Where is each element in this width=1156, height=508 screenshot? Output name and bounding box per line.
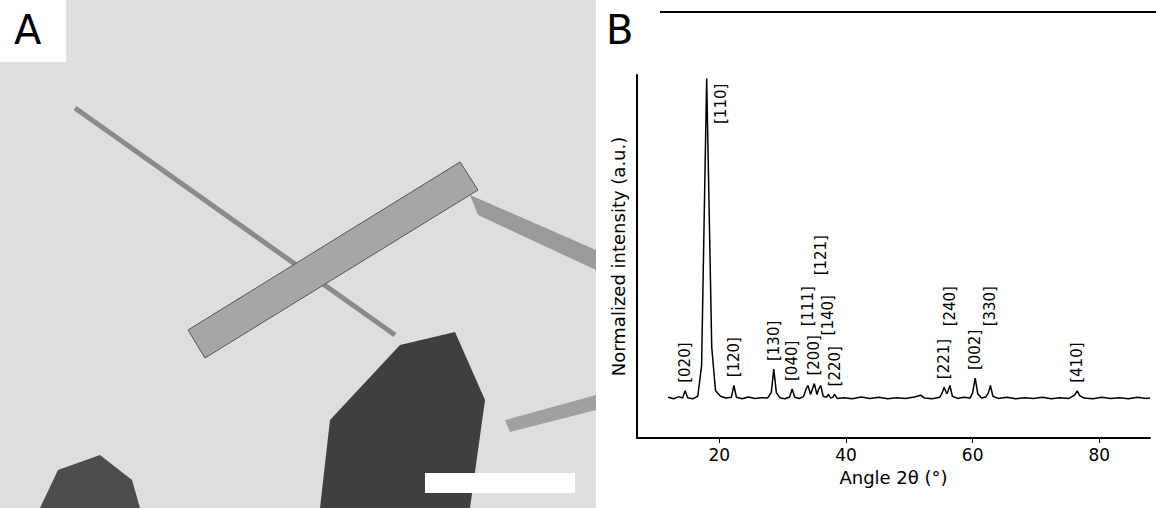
svg-text:[002]: [002] bbox=[966, 330, 984, 370]
svg-text:Normalized intensity (a.u.): Normalized intensity (a.u.) bbox=[608, 137, 629, 376]
svg-text:[130]: [130] bbox=[765, 321, 783, 361]
svg-text:20: 20 bbox=[709, 445, 731, 465]
svg-text:Angle 2θ (°): Angle 2θ (°) bbox=[839, 467, 947, 488]
svg-text:[221]: [221] bbox=[935, 339, 953, 379]
svg-text:[240]: [240] bbox=[941, 286, 959, 326]
svg-text:[120]: [120] bbox=[725, 337, 743, 377]
svg-text:[200]: [200] bbox=[805, 335, 823, 375]
svg-text:[020]: [020] bbox=[676, 342, 694, 382]
svg-text:[220]: [220] bbox=[826, 346, 844, 386]
svg-text:40: 40 bbox=[835, 445, 857, 465]
svg-text:B: B bbox=[606, 7, 633, 53]
svg-text:60: 60 bbox=[962, 445, 984, 465]
svg-text:A: A bbox=[14, 7, 42, 53]
svg-text:[330]: [330] bbox=[981, 286, 999, 326]
svg-text:[040]: [040] bbox=[783, 341, 801, 381]
svg-text:[140]: [140] bbox=[819, 295, 837, 335]
svg-text:[110]: [110] bbox=[712, 84, 730, 124]
svg-text:[111]: [111] bbox=[799, 286, 817, 326]
svg-text:[121]: [121] bbox=[812, 235, 830, 275]
svg-text:80: 80 bbox=[1089, 445, 1111, 465]
svg-text:[410]: [410] bbox=[1068, 342, 1086, 382]
